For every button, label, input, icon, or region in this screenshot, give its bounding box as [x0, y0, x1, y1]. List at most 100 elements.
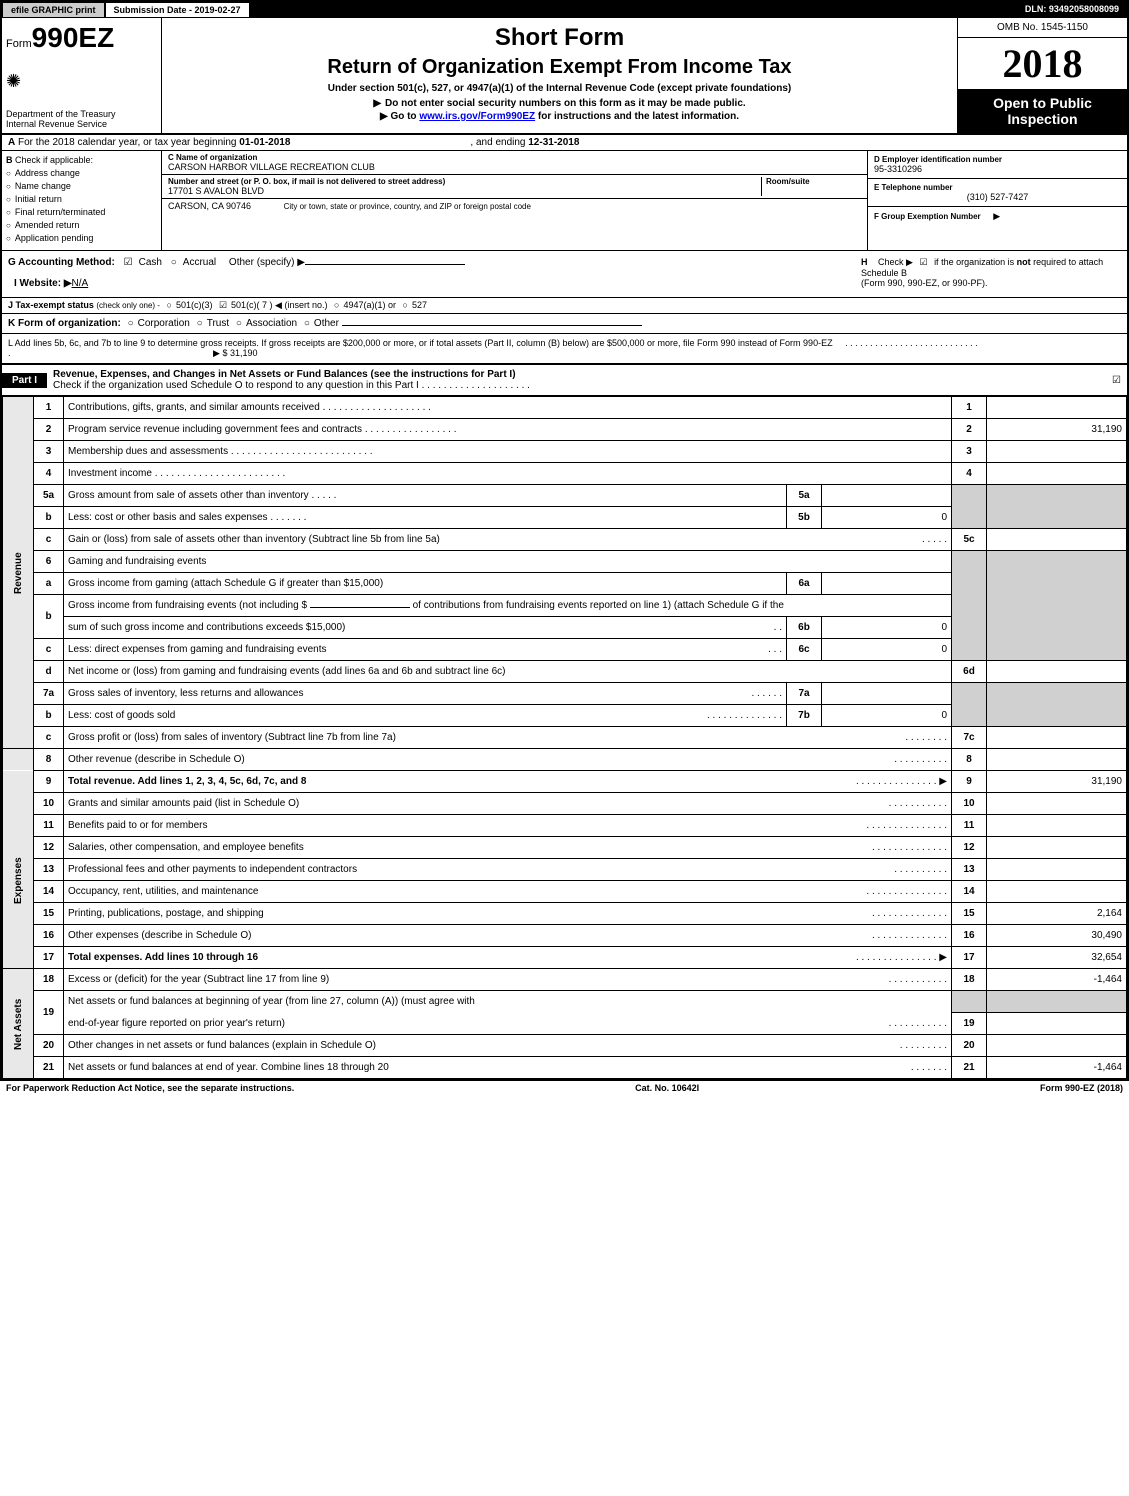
revenue-sidebar-cont: [3, 749, 34, 771]
line5c-rn: 5c: [952, 529, 987, 551]
line6d-no: d: [34, 661, 64, 683]
j-4947[interactable]: 4947(a)(1) or: [343, 300, 396, 310]
line11-rn: 11: [952, 815, 987, 837]
accounting-cash[interactable]: Cash: [139, 257, 162, 268]
line20-desc: Other changes in net assets or fund bala…: [64, 1035, 952, 1057]
section-b: B Check if applicable: Address change Na…: [2, 151, 162, 250]
line7c-no: c: [34, 727, 64, 749]
line6-desc: Gaming and fundraising events: [64, 551, 952, 573]
line7c-amt: [987, 727, 1127, 749]
line19-rn: 19: [952, 1013, 987, 1035]
org-name: CARSON HARBOR VILLAGE RECREATION CLUB: [168, 162, 861, 172]
line9-desc: Total revenue. Add lines 1, 2, 3, 4, 5c,…: [64, 771, 952, 793]
website-label: I Website: ▶: [14, 278, 72, 289]
header: Form990EZ ✺ Department of the Treasury I…: [2, 18, 1127, 135]
accounting-other[interactable]: Other (specify) ▶: [229, 257, 305, 268]
k-assoc[interactable]: Association: [246, 318, 297, 329]
return-title: Return of Organization Exempt From Incom…: [168, 56, 951, 79]
open-public-2: Inspection: [964, 111, 1121, 127]
k-other[interactable]: Other: [314, 318, 339, 329]
footer-left: For Paperwork Reduction Act Notice, see …: [6, 1083, 294, 1093]
shaded-6: [952, 551, 987, 661]
check-amended[interactable]: Amended return: [6, 220, 157, 230]
line19-desc2: end-of-year figure reported on prior yea…: [64, 1013, 952, 1035]
efile-print-button[interactable]: efile GRAPHIC print: [2, 2, 105, 18]
line5b-no: b: [34, 507, 64, 529]
h-text3: (Form 990, 990-EZ, or 990-PF).: [861, 278, 1121, 288]
org-name-row: C Name of organization CARSON HARBOR VIL…: [162, 151, 867, 175]
line6c-sn: 6c: [787, 639, 822, 661]
line12-no: 12: [34, 837, 64, 859]
row-i: I Website: ▶N/A: [8, 276, 465, 291]
line18-rn: 18: [952, 969, 987, 991]
row-l: L Add lines 5b, 6c, and 7b to line 9 to …: [2, 334, 1127, 365]
k-label: K Form of organization:: [8, 318, 121, 329]
line11-desc: Benefits paid to or for members. . . . .…: [64, 815, 952, 837]
ein-row: D Employer identification number 95-3310…: [868, 151, 1127, 179]
check-pending[interactable]: Application pending: [6, 233, 157, 243]
part1-header: Part I Revenue, Expenses, and Changes in…: [2, 365, 1127, 396]
line10-no: 10: [34, 793, 64, 815]
j-501c[interactable]: 501(c)( 7 ) ◀ (insert no.): [231, 300, 327, 310]
line3-desc: Membership dues and assessments . . . . …: [64, 441, 952, 463]
line7a-sn: 7a: [787, 683, 822, 705]
line20-rn: 20: [952, 1035, 987, 1057]
line5b-samt: 0: [822, 507, 952, 529]
top-bar-left: efile GRAPHIC print Submission Date - 20…: [2, 2, 250, 18]
line13-no: 13: [34, 859, 64, 881]
j-sub: (check only one) -: [96, 301, 160, 310]
accounting-accrual[interactable]: Accrual: [183, 257, 216, 268]
line12-amt: [987, 837, 1127, 859]
line17-desc: Total expenses. Add lines 10 through 16.…: [64, 947, 952, 969]
shaded-5b: [987, 485, 1127, 529]
part1-checkbox[interactable]: ☑: [947, 371, 1127, 390]
irs-link[interactable]: www.irs.gov/Form990EZ: [419, 111, 535, 122]
line6a-samt: [822, 573, 952, 595]
j-501c3[interactable]: 501(c)(3): [176, 300, 213, 310]
line12-rn: 12: [952, 837, 987, 859]
check-address-change[interactable]: Address change: [6, 168, 157, 178]
line21-desc: Net assets or fund balances at end of ye…: [64, 1057, 952, 1079]
expenses-sidebar: Expenses: [3, 793, 34, 969]
dln: DLN: 93492058008099: [1017, 2, 1127, 18]
check-initial-return[interactable]: Initial return: [6, 194, 157, 204]
line6b-no: b: [34, 595, 64, 639]
check-final-return[interactable]: Final return/terminated: [6, 207, 157, 217]
h-check: Check ▶: [878, 257, 913, 267]
check-name-change[interactable]: Name change: [6, 181, 157, 191]
irs-logo-icon: ✺: [6, 71, 157, 92]
tax-year-begin: 01-01-2018: [239, 137, 290, 148]
line21-no: 21: [34, 1057, 64, 1079]
line17-rn: 17: [952, 947, 987, 969]
footer-right: Form 990-EZ (2018): [1040, 1083, 1123, 1093]
k-corp[interactable]: Corporation: [138, 318, 190, 329]
line18-desc: Excess or (deficit) for the year (Subtra…: [64, 969, 952, 991]
part1-label: Part I: [2, 373, 47, 388]
line1-rn: 1: [952, 397, 987, 419]
line14-no: 14: [34, 881, 64, 903]
line1-desc: Contributions, gifts, grants, and simila…: [64, 397, 952, 419]
open-public-1: Open to Public: [964, 95, 1121, 111]
h-not: not: [1017, 257, 1031, 267]
j-label: J Tax-exempt status: [8, 300, 94, 310]
line12-desc: Salaries, other compensation, and employ…: [64, 837, 952, 859]
row-h: H Check ▶ ☑ if the organization is not r…: [861, 257, 1121, 291]
line16-rn: 16: [952, 925, 987, 947]
line14-amt: [987, 881, 1127, 903]
line6d-rn: 6d: [952, 661, 987, 683]
line5b-sn: 5b: [787, 507, 822, 529]
line16-amt: 30,490: [987, 925, 1127, 947]
section-a: A For the 2018 calendar year, or tax yea…: [2, 135, 1127, 151]
line5a-sn: 5a: [787, 485, 822, 507]
form-prefix: Form: [6, 38, 32, 50]
k-trust[interactable]: Trust: [207, 318, 229, 329]
row-j: J Tax-exempt status (check only one) - ○…: [2, 298, 1127, 314]
shaded-7b: [987, 683, 1127, 727]
b-check-if: Check if applicable:: [15, 155, 93, 165]
shaded-7: [952, 683, 987, 727]
revenue-table: Revenue 1 Contributions, gifts, grants, …: [2, 396, 1127, 1079]
line2-no: 2: [34, 419, 64, 441]
l-text: L Add lines 5b, 6c, and 7b to line 9 to …: [8, 338, 833, 348]
line15-no: 15: [34, 903, 64, 925]
j-527[interactable]: 527: [412, 300, 427, 310]
